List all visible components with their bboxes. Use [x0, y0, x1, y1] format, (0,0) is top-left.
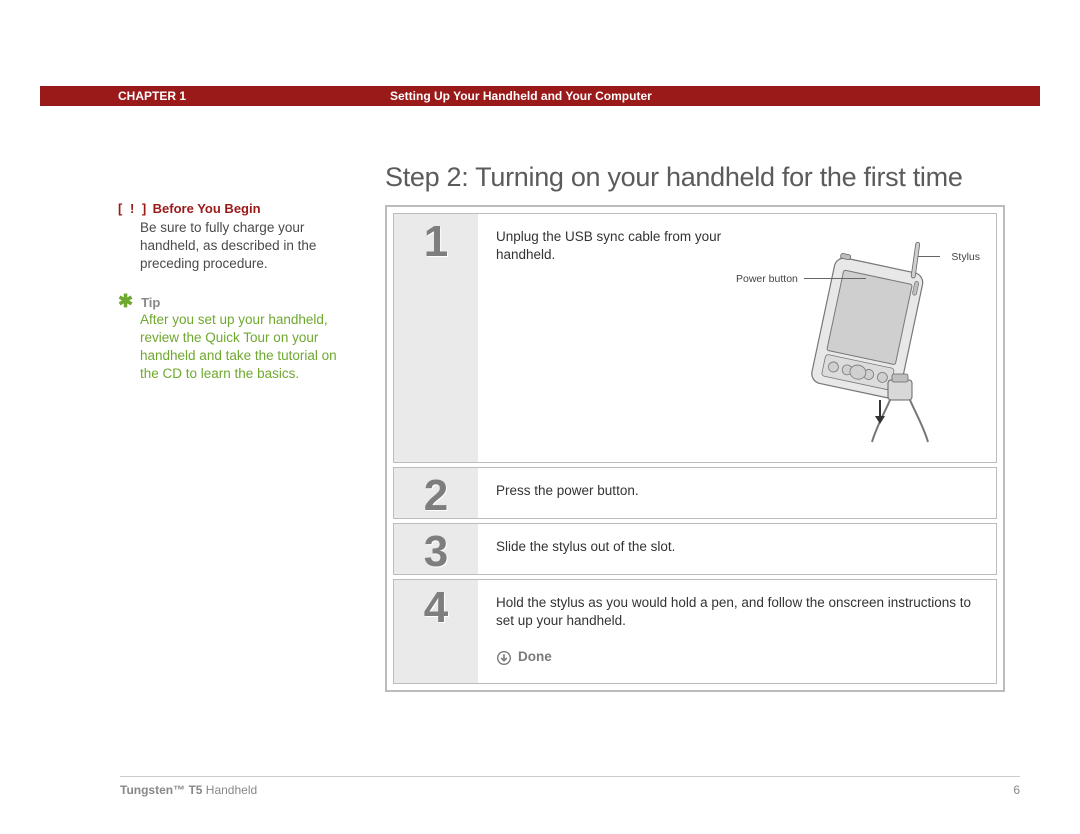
step-row: 1 Unplug the USB sync cable from your ha… [393, 213, 997, 463]
step-number: 3 [424, 530, 448, 574]
stylus-label: Stylus [951, 250, 980, 264]
step-row: 4 Hold the stylus as you would hold a pe… [393, 579, 997, 684]
chapter-title: Setting Up Your Handheld and Your Comput… [390, 89, 652, 103]
product-name: Tungsten™ T5 Handheld [120, 783, 257, 797]
star-icon: ✱ [118, 292, 133, 310]
step-content: Unplug the USB sync cable from your hand… [478, 214, 996, 462]
step-number-col: 3 [394, 524, 478, 574]
step-content: Hold the stylus as you would hold a pen,… [478, 580, 996, 683]
step-text: Unplug the USB sync cable from your hand… [496, 228, 746, 264]
step-number-col: 1 [394, 214, 478, 462]
step-text: Press the power button. [496, 483, 639, 498]
before-you-begin-heading: Before You Begin [153, 201, 261, 216]
product-name-bold: Tungsten™ T5 [120, 783, 202, 797]
handheld-illustration: Power button Stylus [756, 224, 976, 444]
tip-heading: Tip [141, 295, 160, 310]
leader-line [918, 256, 940, 257]
tip-block: ✱ Tip [118, 292, 343, 310]
step-number: 2 [424, 474, 448, 518]
steps-frame: 1 Unplug the USB sync cable from your ha… [385, 205, 1005, 692]
step-number: 4 [424, 586, 448, 630]
page-number: 6 [1013, 783, 1020, 797]
step-text: Slide the stylus out of the slot. [496, 539, 675, 554]
page-footer: Tungsten™ T5 Handheld 6 [120, 776, 1020, 797]
power-button-label: Power button [736, 272, 798, 286]
page-heading: Step 2: Turning on your handheld for the… [385, 162, 963, 193]
before-you-begin-text: Be sure to fully charge your handheld, a… [140, 219, 343, 274]
handheld-svg [756, 224, 976, 444]
step-content: Press the power button. [478, 468, 996, 518]
step-number-col: 4 [394, 580, 478, 683]
done-row: Done [496, 648, 978, 666]
down-arrow-icon [496, 650, 512, 666]
product-name-rest: Handheld [202, 783, 257, 797]
step-text: Hold the stylus as you would hold a pen,… [496, 595, 971, 628]
step-number: 1 [424, 220, 448, 264]
chapter-label: CHAPTER 1 [40, 89, 186, 103]
done-label: Done [518, 648, 552, 666]
step-row: 2 Press the power button. [393, 467, 997, 519]
chapter-header-bar: CHAPTER 1 Setting Up Your Handheld and Y… [40, 86, 1040, 106]
step-number-col: 2 [394, 468, 478, 518]
sidebar: [ ! ] Before You Begin Be sure to fully … [118, 200, 343, 384]
tip-text: After you set up your handheld, review t… [140, 311, 343, 384]
before-you-begin-block: [ ! ] Before You Begin Be sure to fully … [118, 200, 343, 274]
leader-line [804, 278, 866, 279]
step-content: Slide the stylus out of the slot. [478, 524, 996, 574]
alert-icon: [ ! ] [118, 201, 148, 216]
step-row: 3 Slide the stylus out of the slot. [393, 523, 997, 575]
